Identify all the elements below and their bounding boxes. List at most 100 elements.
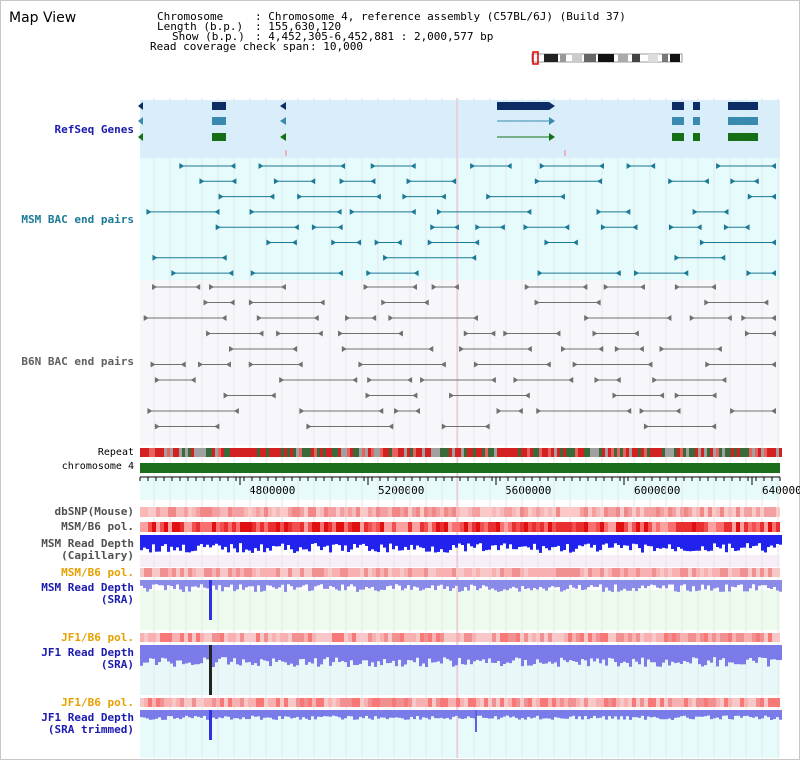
heat-cell — [148, 507, 152, 517]
heat-cell — [276, 522, 280, 532]
heat-cell — [692, 568, 696, 577]
heat-cell — [568, 507, 572, 517]
depth-bar — [722, 710, 725, 716]
depth-bar — [506, 710, 509, 716]
depth-bar — [425, 645, 428, 667]
repeat-mark — [302, 448, 305, 457]
bac-end-marker — [639, 408, 645, 414]
heat-cell — [300, 522, 304, 532]
depth-bar — [296, 535, 299, 552]
bac-end-marker — [218, 193, 224, 200]
bac-end-marker — [352, 377, 358, 383]
depth-bar — [248, 710, 251, 720]
depth-bar — [671, 535, 674, 550]
depth-bar — [491, 535, 494, 546]
depth-bar — [182, 645, 185, 665]
heat-cell — [604, 633, 608, 642]
depth-bar — [383, 535, 386, 548]
repeat-mark — [620, 448, 623, 457]
repeat-mark — [314, 448, 317, 457]
depth-bar — [743, 580, 746, 592]
heat-cell — [304, 522, 308, 532]
msm-bac-track-band[interactable] — [140, 158, 780, 280]
depth-bar — [173, 710, 176, 719]
repeat-mark — [599, 448, 602, 457]
heat-cell — [376, 698, 380, 707]
heat-cell — [652, 507, 656, 517]
msm-bac-label[interactable]: MSM BAC end pairs — [21, 213, 134, 226]
depth-bar — [212, 580, 215, 586]
depth-bar — [269, 580, 272, 586]
bac-end-marker — [381, 299, 387, 306]
bac-end-marker — [730, 178, 736, 185]
depth-bar — [536, 535, 539, 550]
gene-arrow — [138, 102, 143, 110]
msm-depth-cap-label-2: (Capillary) — [61, 549, 134, 562]
heat-cell — [416, 698, 420, 707]
heat-cell — [500, 698, 504, 707]
heat-cell — [384, 522, 388, 532]
depth-bar — [386, 710, 389, 720]
b6n-bac-track-band[interactable] — [140, 280, 780, 445]
heat-cell — [172, 633, 176, 642]
depth-bar — [329, 535, 332, 553]
heat-cell — [484, 633, 488, 642]
depth-bar — [188, 645, 191, 663]
depth-bar — [626, 710, 629, 717]
heat-cell — [168, 698, 172, 707]
heat-cell — [288, 522, 292, 532]
bac-end-marker — [370, 163, 376, 169]
depth-bar — [740, 535, 743, 548]
refseq-genes-label[interactable]: RefSeq Genes — [54, 123, 134, 136]
heat-cell — [664, 522, 668, 532]
depth-bar — [440, 645, 443, 664]
heat-cell — [260, 522, 264, 532]
heat-cell — [264, 568, 268, 577]
depth-bar — [620, 710, 623, 717]
heat-cell — [564, 507, 568, 517]
bac-end-marker — [453, 284, 459, 290]
heat-cell — [528, 698, 532, 707]
repeat-mark — [440, 448, 443, 457]
depth-bar — [269, 645, 272, 667]
heat-cell — [316, 522, 320, 532]
gene-block — [212, 117, 226, 125]
gene-block — [497, 102, 549, 110]
heat-cell — [424, 633, 428, 642]
heat-cell — [348, 507, 352, 517]
heat-cell — [752, 698, 756, 707]
depth-bar — [650, 645, 653, 663]
heat-cell — [536, 633, 540, 642]
repeat-mark — [212, 448, 215, 457]
heat-cell — [700, 507, 704, 517]
heat-cell — [396, 507, 400, 517]
depth-bar — [758, 580, 761, 586]
heat-cell — [600, 522, 604, 532]
heat-cell — [516, 507, 520, 517]
heat-cell — [232, 633, 236, 642]
depth-bar — [212, 710, 215, 718]
depth-bar — [404, 710, 407, 720]
bac-end-marker — [463, 330, 469, 337]
repeat-mark — [362, 448, 365, 457]
depth-bar — [434, 710, 437, 719]
repeat-mark — [437, 448, 440, 457]
heat-cell — [144, 633, 148, 642]
depth-bar — [353, 580, 356, 587]
heat-cell — [232, 507, 236, 517]
depth-bar — [389, 710, 392, 718]
heat-cell — [520, 568, 524, 577]
depth-bar — [770, 645, 773, 660]
heat-cell — [492, 698, 496, 707]
depth-bar — [263, 580, 266, 591]
depth-bar — [596, 710, 599, 719]
chromosome-label: Chromosome — [157, 10, 224, 23]
depth-bar — [554, 535, 557, 547]
depth-bar — [644, 710, 647, 720]
repeat-mark — [215, 448, 218, 457]
msm-depth-sra-band — [140, 590, 780, 630]
depth-bar — [587, 710, 590, 720]
heat-cell — [400, 507, 404, 517]
b6n-bac-label[interactable]: B6N BAC end pairs — [21, 355, 134, 368]
